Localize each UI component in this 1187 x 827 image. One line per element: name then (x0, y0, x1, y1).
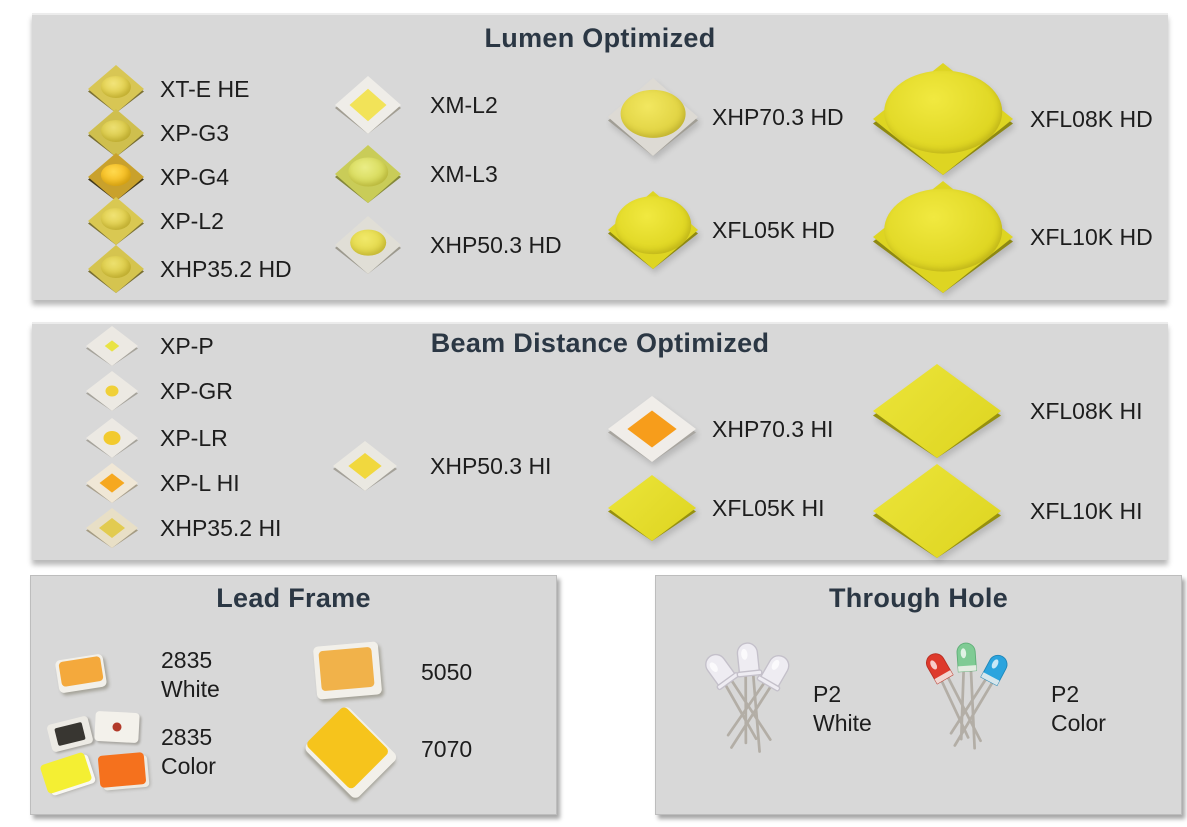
led-item-xp-p: XP-P (86, 326, 214, 366)
led-label: XP-P (160, 332, 214, 359)
led-label: P2 White (813, 680, 872, 736)
led-label: XHP35.2 HI (160, 514, 282, 541)
led-item-5050: 5050 (311, 640, 472, 704)
led-label: XFL08K HI (1030, 397, 1143, 424)
xm-l2-led-icon (335, 76, 401, 134)
led-item-xfl05k-hi: XFL05K HI (608, 475, 825, 541)
xhp70-3-hi-led-icon (608, 396, 696, 462)
led-item-7070: 7070 (296, 704, 473, 800)
xhp35-2-hd-led-icon (88, 245, 144, 293)
led-label: XP-G4 (160, 163, 230, 190)
led-label: XHP70.3 HD (712, 103, 844, 130)
xp-l2-led-icon (88, 197, 144, 245)
led-item-p2-color: P2 Color (916, 631, 1106, 786)
led-label: 7070 (421, 736, 473, 762)
xfl08k-hd-led-icon (873, 63, 1013, 175)
led-item-xhp35-2-hd: XHP35.2 HD (88, 245, 292, 293)
led-item-xfl10k-hi: XFL10K HI (873, 464, 1143, 558)
xhp70-3-hd-led-icon (608, 78, 698, 156)
panel-title-beam: Beam Distance Optimized (430, 328, 770, 358)
led-label: XFL05K HD (712, 216, 835, 243)
led-item-xm-l2: XM-L2 (335, 76, 498, 134)
led-item-xm-l3: XM-L3 (335, 145, 498, 203)
xfl05k-hd-led-icon (608, 191, 698, 269)
panel-beam-distance-optimized: Beam Distance Optimized XP-P XP-GR XP-LR… (32, 322, 1168, 560)
xt-e-he-led-icon (88, 65, 144, 113)
led-label: XM-L3 (430, 160, 498, 187)
smd-white-red-dot-led-icon (94, 710, 140, 744)
led-label: XP-GR (160, 377, 233, 404)
led-label: 5050 (421, 658, 473, 685)
smd-2835-white-led-icon (54, 652, 108, 697)
led-item-xp-gr: XP-GR (86, 371, 233, 411)
smd-2835-color-led-icon (39, 710, 147, 795)
led-label: P2 Color (1051, 680, 1106, 736)
led-label: XFL10K HD (1030, 223, 1153, 250)
led-label: XHP50.3 HI (430, 452, 552, 479)
led-label: XFL05K HI (712, 494, 825, 521)
xhp35-2-hi-led-icon (86, 508, 138, 548)
xp-g3-led-icon (88, 109, 144, 157)
p2-white-led-icon (705, 642, 790, 753)
led-label: XHP70.3 HI (712, 415, 834, 442)
led-label: 2835 Color (161, 724, 216, 779)
xfl05k-hi-led-icon (608, 475, 696, 541)
led-item-xhp50-3-hd: XHP50.3 HD (335, 216, 562, 274)
led-label: XP-L2 (160, 207, 224, 234)
led-item-xp-l2: XP-L2 (88, 197, 224, 245)
led-item-xfl08k-hd: XFL08K HD (873, 63, 1153, 175)
xfl10k-hi-led-icon (873, 464, 1001, 558)
led-item-xp-lr: XP-LR (86, 418, 228, 458)
led-item-xhp35-2-hi: XHP35.2 HI (86, 508, 281, 548)
led-item-p2-white: P2 White (696, 631, 872, 786)
led-item-2835-white: 2835 White (54, 646, 220, 704)
led-label: XP-L HI (160, 469, 240, 496)
led-label: XHP35.2 HD (160, 255, 292, 282)
led-item-2835-color: 2835 Color (39, 710, 216, 795)
xp-p-led-icon (86, 326, 138, 366)
xfl08k-hi-led-icon (873, 364, 1001, 458)
led-item-xhp50-3-hi: XHP50.3 HI (333, 441, 551, 491)
led-item-xhp70-3-hi: XHP70.3 HI (608, 396, 833, 462)
panel-through-hole: Through Hole (655, 575, 1182, 815)
led-item-xt-e-he: XT-E HE (88, 65, 249, 113)
xhp50-3-hd-led-icon (335, 216, 401, 274)
led-label: XFL08K HD (1030, 105, 1153, 132)
xp-l-hi-led-icon (86, 463, 138, 503)
led-item-xhp70-3-hd: XHP70.3 HD (608, 78, 844, 156)
led-item-xp-g3: XP-G3 (88, 109, 229, 157)
panel-lumen-optimized: Lumen Optimized XT-E HE XP-G3 XP-G4 XP-L… (32, 13, 1168, 300)
panel-lead-frame: Lead Frame 2835 White 2835 Color (30, 575, 557, 815)
xp-g4-led-icon (88, 153, 144, 201)
smd-orange-led-icon (97, 752, 147, 788)
panel-title-lead-frame: Lead Frame (216, 583, 371, 613)
smd-black-led-icon (46, 715, 94, 753)
xp-lr-led-icon (86, 418, 138, 458)
smd-5050-led-icon (311, 640, 383, 704)
led-label: XT-E HE (160, 75, 250, 102)
xhp50-3-hi-led-icon (333, 441, 397, 491)
led-item-xfl08k-hi: XFL08K HI (873, 364, 1143, 458)
led-item-xp-g4: XP-G4 (88, 153, 229, 201)
led-label: XP-G3 (160, 119, 230, 146)
xp-gr-led-icon (86, 371, 138, 411)
led-item-xfl10k-hd: XFL10K HD (873, 181, 1153, 293)
smd-7070-led-icon (296, 704, 401, 800)
led-label: 2835 White (161, 647, 220, 702)
led-item-xfl05k-hd: XFL05K HD (608, 191, 835, 269)
led-label: XM-L2 (430, 91, 498, 118)
p2-color-led-icon (926, 642, 1008, 750)
panel-title-lumen: Lumen Optimized (484, 23, 716, 53)
xm-l3-led-icon (335, 145, 401, 203)
xfl10k-hd-led-icon (873, 181, 1013, 293)
led-label: XP-LR (160, 424, 228, 451)
smd-yellow-led-icon (39, 751, 93, 795)
led-item-xp-l-hi: XP-L HI (86, 463, 240, 503)
led-label: XFL10K HI (1030, 497, 1143, 524)
panel-title-through-hole: Through Hole (828, 583, 1009, 613)
led-label: XHP50.3 HD (430, 231, 562, 258)
